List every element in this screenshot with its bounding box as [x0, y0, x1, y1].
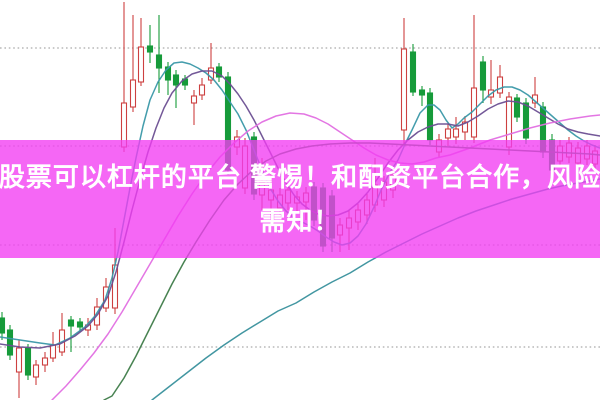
- candle-body: [418, 89, 426, 96]
- candle-body: [207, 67, 215, 81]
- candle-body: [76, 321, 84, 328]
- candle-body: [146, 45, 154, 53]
- candle-down: [409, 44, 417, 96]
- warning-text-line2: 需知！: [259, 206, 341, 236]
- candle-down: [0, 312, 6, 340]
- candle-up: [41, 352, 49, 372]
- candle-body: [426, 92, 434, 141]
- candle-body: [32, 364, 40, 378]
- candle-down: [146, 25, 154, 63]
- candle-body: [522, 102, 530, 139]
- candle-body: [0, 317, 6, 334]
- candle-body: [215, 66, 223, 78]
- candle-up: [452, 117, 460, 144]
- candle-up: [32, 360, 40, 385]
- candle-up: [487, 60, 495, 104]
- candle-up: [58, 313, 66, 356]
- candle-down: [215, 63, 223, 82]
- candle-down: [24, 344, 32, 380]
- candle-body: [155, 54, 163, 69]
- warning-banner: 股票可以杠杆的平台 警惕！和配资平台合作，风险 需知！: [0, 140, 600, 258]
- candle-body: [137, 46, 145, 83]
- candle-up: [198, 78, 206, 100]
- candle-body: [198, 84, 206, 96]
- candle-down: [6, 325, 14, 360]
- warning-text-line1: 股票可以杠杆的平台 警惕！和配资平台合作，风险: [0, 162, 600, 192]
- candle-body: [452, 128, 460, 138]
- candle-down: [76, 318, 84, 332]
- candle-up: [120, 2, 128, 152]
- candle-down: [67, 316, 75, 352]
- candle-up: [15, 340, 23, 398]
- candle-up: [400, 18, 408, 145]
- candle-body: [444, 128, 452, 139]
- candle-body: [479, 61, 487, 91]
- candle-body: [409, 51, 417, 93]
- candle-up: [49, 332, 57, 362]
- candle-body: [400, 48, 408, 131]
- candle-body: [461, 121, 469, 133]
- candle-body: [15, 347, 23, 373]
- candle-down: [426, 88, 434, 145]
- candle-body: [164, 66, 172, 81]
- candle-up: [496, 65, 504, 98]
- candle-body: [41, 357, 49, 366]
- candle-body: [6, 329, 14, 356]
- candle-down: [418, 86, 426, 106]
- candle-body: [67, 319, 75, 327]
- candle-up: [129, 15, 137, 112]
- candle-body: [129, 79, 137, 108]
- candle-down: [513, 94, 521, 122]
- candle-body: [496, 76, 504, 94]
- candle-body: [190, 95, 198, 104]
- candle-up: [461, 116, 469, 140]
- candle-body: [172, 74, 180, 86]
- candle-down: [479, 56, 487, 103]
- candle-up: [470, 15, 478, 143]
- candle-body: [24, 347, 32, 376]
- candle-body: [49, 344, 57, 359]
- candle-up: [190, 90, 198, 125]
- candle-up: [137, 18, 145, 86]
- candle-body: [513, 97, 521, 118]
